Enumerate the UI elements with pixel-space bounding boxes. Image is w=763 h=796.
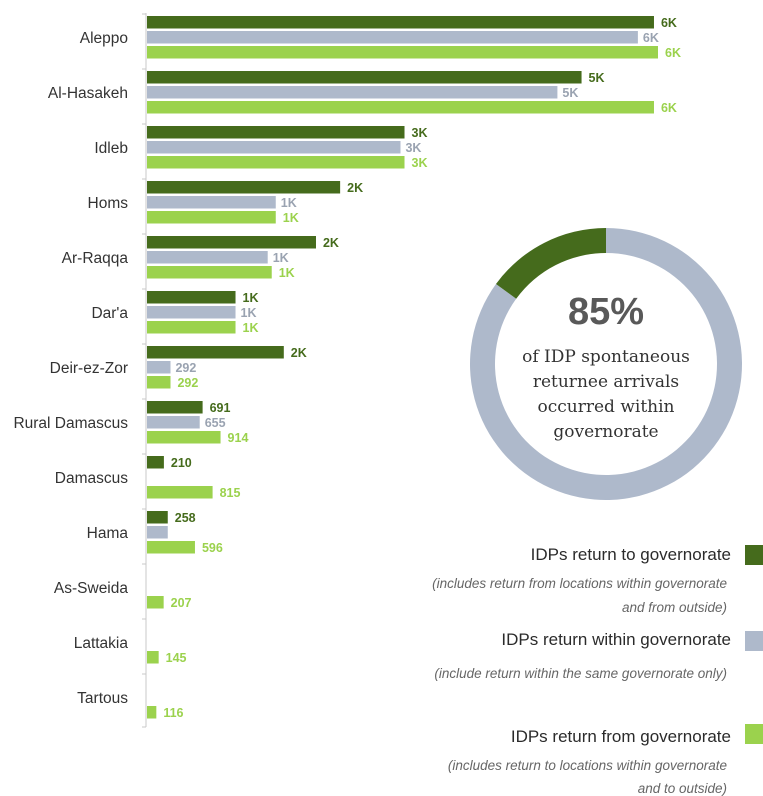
data-label: 3K: [412, 126, 428, 140]
donut: 85% of IDP spontaneous returnee arrivals oc…: [470, 228, 743, 500]
bar: [147, 266, 272, 279]
data-label: 210: [171, 456, 192, 470]
data-label: 2K: [323, 236, 339, 250]
legend-title: IDPs return to governorate: [531, 545, 731, 564]
bar: [147, 376, 171, 389]
data-label: 1K: [243, 321, 259, 335]
bar: [147, 541, 195, 554]
data-label: 596: [202, 541, 223, 555]
donut-caption-line: occurred within: [538, 397, 675, 417]
donut-caption-line: returnee arrivals: [533, 372, 679, 392]
category-label: Homs: [88, 195, 129, 212]
bar: [147, 706, 157, 719]
category-label: Ar-Raqqa: [62, 250, 129, 267]
bars-layer: 6K6K6K5K5K6K3K3K3K2K1K1K2K1K1K1K1K1K2K29…: [147, 16, 681, 720]
data-label: 1K: [281, 196, 297, 210]
bar: [147, 196, 276, 209]
data-label: 3K: [412, 156, 428, 170]
bar: [147, 401, 203, 414]
donut-percent: 85%: [568, 291, 644, 333]
bar: [147, 211, 276, 224]
bar: [147, 251, 268, 264]
data-label: 6K: [661, 101, 677, 115]
legend: IDPs return to governorate (includes retu…: [432, 545, 763, 796]
bar: [147, 346, 284, 359]
data-label: 1K: [283, 211, 299, 225]
bar: [147, 526, 168, 539]
category-label: Aleppo: [80, 30, 128, 47]
data-label: 914: [228, 431, 249, 445]
bar: [147, 126, 405, 139]
legend-swatch: [745, 545, 763, 565]
legend-title: IDPs return within governorate: [501, 630, 731, 649]
bar: [147, 321, 236, 334]
data-label: 1K: [279, 266, 295, 280]
bar: [147, 416, 200, 429]
legend-note: (includes return from locations within g…: [432, 576, 727, 591]
bar: [147, 511, 168, 524]
data-label: 6K: [643, 31, 659, 45]
category-label: Rural Damascus: [13, 415, 128, 432]
bar: [147, 291, 236, 304]
data-label: 1K: [241, 306, 257, 320]
bar: [147, 141, 401, 154]
data-label: 292: [175, 361, 196, 375]
bar: [147, 456, 164, 469]
legend-swatch: [745, 724, 763, 744]
bar: [147, 431, 221, 444]
data-label: 145: [166, 651, 187, 665]
bar: [147, 16, 654, 29]
category-label: Al-Hasakeh: [48, 85, 128, 102]
legend-swatch: [745, 631, 763, 651]
data-label: 292: [177, 376, 198, 390]
category-label: Tartous: [77, 690, 128, 707]
data-label: 5K: [562, 86, 578, 100]
donut-segment-rest: [495, 228, 606, 299]
bar: [147, 306, 236, 319]
data-label: 655: [205, 416, 226, 430]
axis-layer: Aleppo Al-Hasakeh Idleb Homs Ar-Raqqa Dar'a De…: [13, 13, 147, 728]
legend-note: and to outside): [638, 781, 727, 796]
legend-note: (includes return to locations within gov…: [448, 758, 727, 773]
bar: [147, 86, 558, 99]
donut-caption-line: of IDP spontaneous: [522, 347, 690, 367]
data-label: 258: [175, 511, 196, 525]
data-label: 2K: [347, 181, 363, 195]
category-label: Hama: [87, 525, 129, 542]
data-label: 207: [171, 596, 192, 610]
data-label: 6K: [661, 16, 677, 30]
data-label: 815: [220, 486, 241, 500]
data-label: 3K: [405, 141, 421, 155]
data-label: 1K: [273, 251, 289, 265]
bar: [147, 31, 638, 44]
category-label: Damascus: [55, 470, 128, 487]
data-label: 116: [163, 706, 183, 720]
legend-title: IDPs return from governorate: [511, 727, 731, 746]
category-label: Idleb: [94, 140, 128, 157]
bar: [147, 596, 164, 609]
bar: [147, 651, 159, 664]
bar: [147, 46, 658, 59]
category-label: Deir-ez-Zor: [50, 360, 128, 377]
category-label: As-Sweida: [54, 580, 128, 597]
bar: [147, 486, 213, 499]
data-label: 5K: [589, 71, 605, 85]
bar: [147, 236, 316, 249]
bar: [147, 71, 582, 84]
bar: [147, 156, 405, 169]
data-label: 1K: [243, 291, 259, 305]
legend-note: (include return within the same governor…: [434, 666, 727, 681]
bar: [147, 361, 171, 374]
data-label: 2K: [291, 346, 307, 360]
category-label: Lattakia: [74, 635, 129, 652]
category-label: Dar'a: [91, 305, 128, 322]
legend-note: and from outside): [622, 600, 727, 615]
donut-caption-line: governorate: [553, 422, 658, 442]
bar: [147, 101, 654, 114]
bar: [147, 181, 341, 194]
data-label: 6K: [665, 46, 681, 60]
data-label: 691: [210, 401, 231, 415]
